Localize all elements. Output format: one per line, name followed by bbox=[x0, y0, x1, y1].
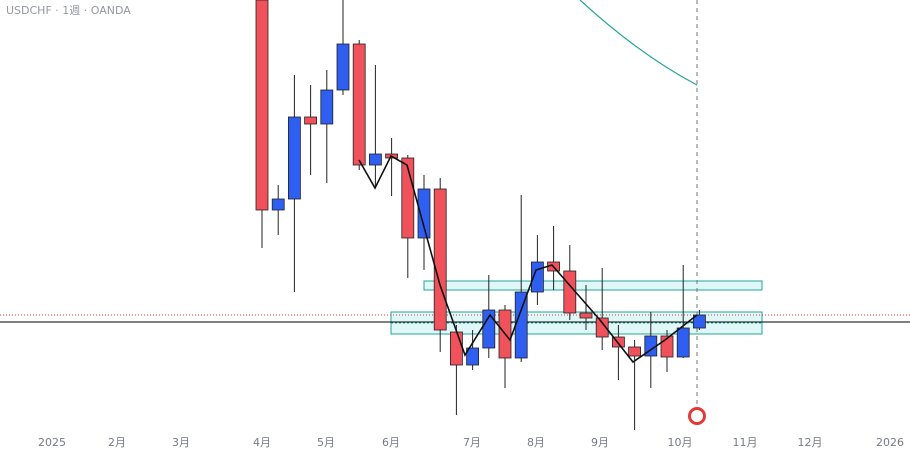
candle-body bbox=[676, 327, 690, 358]
x-tick-label: 9月 bbox=[591, 436, 609, 449]
candle-body bbox=[563, 270, 577, 314]
candle-body bbox=[514, 291, 528, 359]
candle-body bbox=[304, 116, 318, 125]
x-tick-label: 6月 bbox=[382, 436, 400, 449]
candle-body bbox=[693, 314, 706, 329]
x-tick-label: 2026 bbox=[876, 436, 904, 449]
chart-title: USDCHF · 1週 · OANDA bbox=[6, 4, 131, 17]
x-tick-label: 11月 bbox=[733, 436, 758, 449]
zone bbox=[423, 280, 763, 291]
candle-body bbox=[595, 317, 609, 338]
x-tick-label: 7月 bbox=[463, 436, 481, 449]
x-tick-label: 2025 bbox=[38, 436, 66, 449]
candle-body bbox=[417, 188, 431, 239]
candle-body bbox=[287, 116, 301, 200]
candle-body bbox=[433, 188, 447, 331]
candle-body bbox=[612, 336, 625, 348]
x-tick-label: 4月 bbox=[253, 436, 271, 449]
candles bbox=[255, 0, 706, 430]
candle-body bbox=[579, 312, 593, 319]
candle-body bbox=[466, 347, 480, 366]
candle-body bbox=[320, 89, 334, 125]
zigzag bbox=[358, 154, 698, 364]
candle-body bbox=[352, 43, 366, 166]
candle-body bbox=[449, 331, 463, 366]
x-axis: 2025 2月 3月 4月 5月 6月 7月 8月 9月 10月 11月 12月 2026 bbox=[38, 436, 904, 449]
candle-body bbox=[271, 198, 285, 211]
candle-body bbox=[531, 261, 544, 293]
x-tick-label: 8月 bbox=[527, 436, 545, 449]
candle-body bbox=[628, 346, 641, 357]
x-tick-label: 2月 bbox=[108, 436, 126, 449]
x-tick-label: 3月 bbox=[172, 436, 190, 449]
x-tick-label: 12月 bbox=[798, 436, 823, 449]
candle-body bbox=[368, 153, 382, 166]
candle-body bbox=[482, 309, 496, 349]
candle-body bbox=[336, 43, 350, 91]
moving-average bbox=[579, 0, 698, 86]
x-tick-label: 10月 bbox=[668, 436, 693, 449]
x-tick-label: 5月 bbox=[317, 436, 335, 449]
candle-body bbox=[255, 0, 269, 211]
event-icon-inner bbox=[691, 410, 703, 422]
